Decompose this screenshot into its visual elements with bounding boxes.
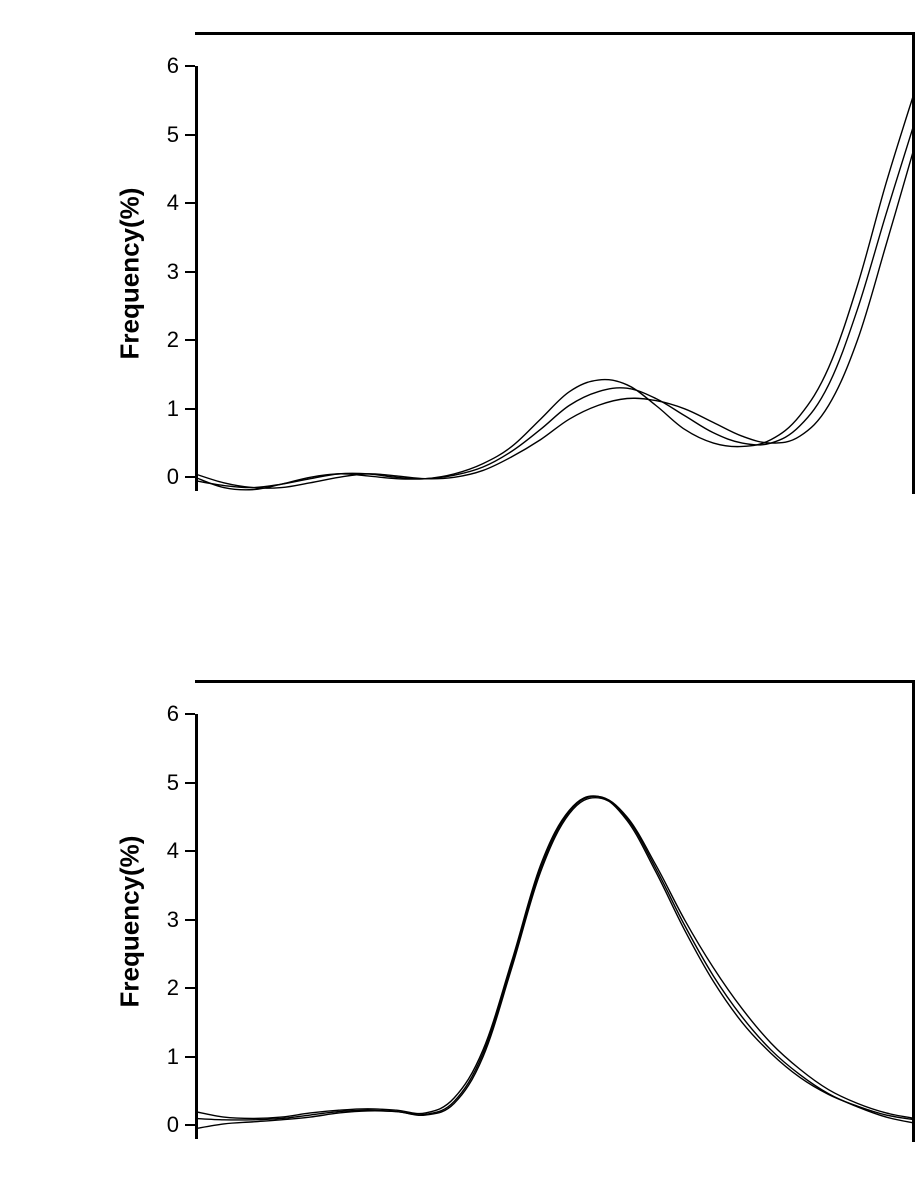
y-tick [185, 782, 195, 784]
y-tick-label: 0 [145, 1112, 179, 1138]
y-tick [185, 1056, 195, 1058]
y-tick [185, 713, 195, 715]
y-tick-label: 2 [145, 327, 179, 353]
series-line-curveC [195, 798, 915, 1129]
curves-svg [195, 680, 915, 1139]
y-tick-label: 2 [145, 975, 179, 1001]
y-tick-label: 3 [145, 259, 179, 285]
y-tick [185, 919, 195, 921]
y-tick [185, 271, 195, 273]
y-tick-label: 5 [145, 770, 179, 796]
curves-svg [195, 32, 915, 491]
y-tick-label: 6 [145, 701, 179, 727]
y-axis-label: Frequency(%) [115, 821, 146, 1021]
y-tick-label: 6 [145, 53, 179, 79]
y-tick [185, 134, 195, 136]
y-tick-label: 1 [145, 1044, 179, 1070]
y-tick [185, 202, 195, 204]
y-tick-label: 5 [145, 122, 179, 148]
series-line-curveC [195, 145, 915, 488]
series-line-curveA [195, 796, 915, 1120]
y-tick-label: 3 [145, 907, 179, 933]
y-tick [185, 1124, 195, 1126]
y-tick-label: 0 [145, 464, 179, 490]
chart-panel-top: 0123456Frequency(%) [195, 32, 915, 491]
y-tick-label: 4 [145, 190, 179, 216]
y-tick-label: 1 [145, 396, 179, 422]
y-tick [185, 408, 195, 410]
y-axis-label: Frequency(%) [115, 173, 146, 373]
y-tick [185, 339, 195, 341]
y-tick [185, 850, 195, 852]
y-tick [185, 987, 195, 989]
series-line-curveB [195, 121, 915, 488]
chart-panel-bottom: 0123456Frequency(%) [195, 680, 915, 1139]
y-tick [185, 65, 195, 67]
series-line-curveB [195, 796, 915, 1120]
y-tick-label: 4 [145, 838, 179, 864]
y-tick [185, 476, 195, 478]
